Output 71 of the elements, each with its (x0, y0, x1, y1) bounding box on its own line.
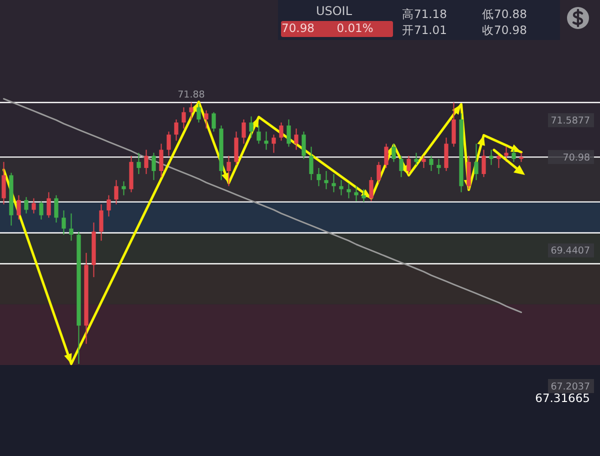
candlestick (24, 196, 28, 214)
candlestick (152, 152, 156, 181)
candlestick (512, 149, 516, 162)
candlestick (339, 180, 344, 196)
candlestick (69, 212, 74, 242)
y-tick-label: 70.98 (562, 152, 590, 164)
candlestick (436, 158, 441, 175)
candlestick (489, 149, 494, 166)
candlestick (302, 131, 306, 160)
annotation: 0.01% (336, 21, 374, 35)
candlestick (212, 112, 216, 132)
text: 67.31665 (535, 391, 590, 405)
candlestick (114, 180, 118, 205)
candlestick (242, 118, 246, 144)
candlestick (332, 174, 336, 193)
candlestick (226, 155, 231, 187)
candlestick (189, 102, 194, 120)
candlestick (54, 194, 58, 224)
candlestick (122, 180, 126, 196)
candlestick (279, 122, 284, 142)
candlestick (286, 118, 291, 148)
candlestick (249, 116, 254, 138)
annotation: 开71.01 (402, 23, 447, 37)
candlestick (519, 152, 524, 162)
candlestick (166, 131, 171, 156)
candlestick (399, 155, 404, 178)
candlestick (99, 204, 104, 242)
candlestick (32, 198, 36, 214)
candlestick (174, 118, 178, 142)
y-tick-label: 69.4407 (550, 246, 590, 257)
candlestick (16, 194, 21, 220)
annotation: 收70.98 (482, 23, 527, 37)
candlestick (272, 134, 276, 154)
candlestick (39, 200, 44, 220)
candlestick (362, 188, 366, 202)
candlestick (482, 149, 486, 178)
candlestick (46, 192, 51, 218)
candlestick (316, 167, 321, 187)
y-tick-label: 71.5877 (550, 116, 590, 127)
candlestick (474, 143, 478, 181)
candlestick (422, 155, 426, 168)
candlestick (376, 161, 381, 184)
candlestick (392, 143, 396, 162)
candlestick (324, 170, 328, 190)
annotation: 70.98 (282, 21, 314, 35)
candlestick (294, 128, 298, 150)
candlestick (196, 103, 201, 123)
candlestick (159, 143, 164, 178)
candlestick (354, 186, 358, 202)
candlestick (369, 176, 374, 202)
y-tick-label: 67.2037 (550, 381, 590, 392)
annotation: 低70.88 (482, 7, 527, 21)
annotation: 高71.18 (402, 7, 447, 21)
candlestick (504, 146, 508, 162)
chart-title: USOIL (316, 4, 352, 18)
candlestick (429, 155, 434, 172)
candlestick (256, 125, 261, 144)
candlestick (62, 210, 66, 236)
candlestick (106, 194, 111, 217)
candlestick (182, 106, 186, 130)
candlestick (204, 110, 208, 130)
candlestick (309, 146, 314, 181)
candlestick (384, 143, 388, 168)
candlestick (264, 131, 268, 150)
candlestick (406, 155, 411, 175)
annotation: 71.88 (178, 89, 205, 100)
candlestick (144, 149, 148, 175)
candlestick (2, 161, 6, 205)
candlestick (414, 152, 418, 166)
candlestick (136, 152, 141, 175)
candlestick (346, 182, 351, 199)
